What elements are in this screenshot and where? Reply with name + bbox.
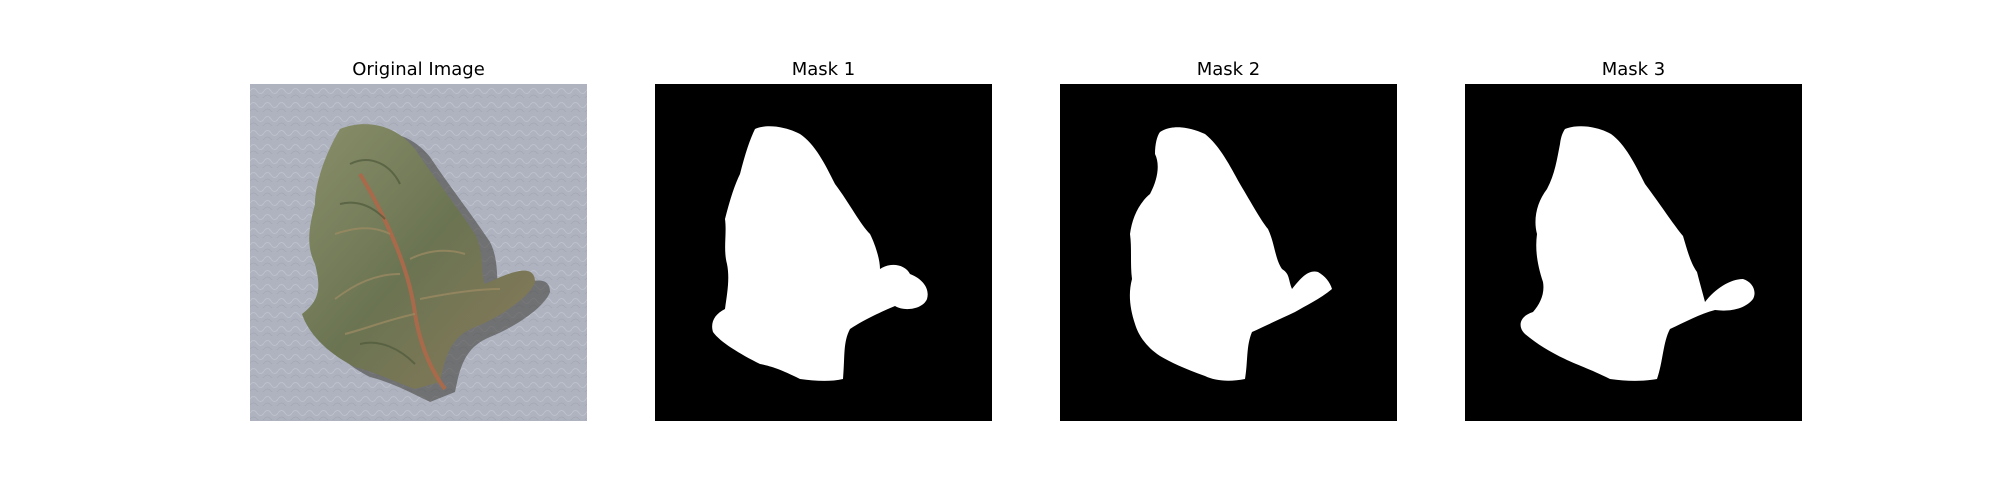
panel-title: Mask 2 (1196, 59, 1261, 80)
panel-title: Mask 1 (791, 59, 856, 80)
panel-mask-2: Mask 2 (1060, 58, 1397, 421)
mask-1-image (655, 84, 992, 421)
mask-3-image (1465, 84, 1802, 421)
panel-original-image: Original Image (250, 58, 587, 421)
panel-title: Original Image (352, 59, 485, 80)
original-leaf-photo (250, 84, 587, 421)
mask-2-image (1060, 84, 1397, 421)
panel-mask-3: Mask 3 (1465, 58, 1802, 421)
panel-title: Mask 3 (1601, 59, 1666, 80)
panel-mask-1: Mask 1 (655, 58, 992, 421)
